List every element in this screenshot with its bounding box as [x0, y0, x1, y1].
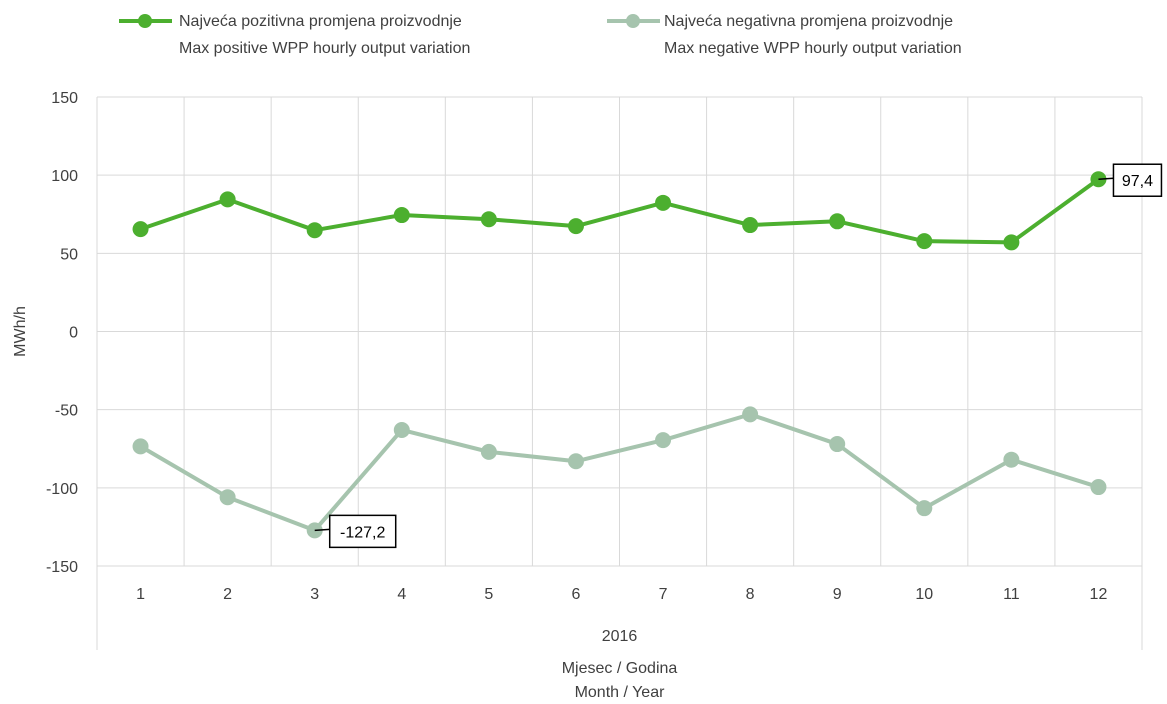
data-point: [655, 194, 672, 211]
x-tick-label: 9: [833, 586, 842, 603]
series-line: [139, 177, 1100, 245]
data-point: [393, 207, 410, 224]
series-line: [139, 412, 1100, 533]
legend-entry-negative: Najveća negativna promjena proizvodnje M…: [607, 13, 962, 57]
x-axis-tick-labels: 1 2 3 4 5 6 7 8 9 10 11 12: [136, 586, 1107, 603]
legend-label-negative-line2: Max negative WPP hourly output variation: [664, 40, 962, 57]
y-axis-title: MWh/h: [12, 306, 29, 357]
data-point: [480, 443, 497, 460]
x-axis-group-label: 2016: [602, 628, 638, 645]
grid: [97, 96, 1142, 567]
callout-box: [328, 514, 397, 549]
data-point: [1003, 451, 1020, 468]
data-point: [829, 213, 846, 230]
data-callout: -127,2: [314, 514, 397, 549]
series-negative: [132, 406, 1107, 539]
data-point: [567, 218, 584, 235]
data-point: [480, 211, 497, 228]
data-callout: 97,4: [1098, 163, 1163, 197]
data-point: [916, 233, 933, 250]
x-tick-label: 4: [397, 586, 406, 603]
legend-label-positive-line1: Najveća pozitivna promjena proizvodnje: [179, 13, 462, 30]
data-callouts: 97,4 -127,2: [314, 163, 1163, 549]
y-axis-tick-labels: 150 100 50 0 -50 -100 -150: [46, 90, 78, 576]
callout-pointer: [314, 528, 330, 532]
data-point: [742, 217, 759, 234]
y-tick-label: 100: [51, 168, 78, 185]
callout-pointer: [1098, 177, 1114, 180]
legend-label-negative-line1: Najveća negativna promjena proizvodnje: [664, 13, 953, 30]
data-point: [655, 432, 672, 449]
x-tick-label: 8: [746, 586, 755, 603]
data-point: [1090, 479, 1107, 496]
y-tick-label: -50: [55, 403, 78, 420]
x-axis-title-line2: Month / Year: [575, 684, 666, 701]
data-point: [1003, 234, 1020, 251]
data-point: [132, 438, 149, 455]
y-tick-label: 50: [60, 246, 78, 263]
x-tick-label: 11: [1003, 586, 1020, 603]
x-tick-label: 6: [572, 586, 581, 603]
y-tick-label: -100: [46, 481, 78, 498]
y-tick-label: -150: [46, 559, 78, 576]
x-tick-label: 10: [915, 586, 933, 603]
x-tick-label: 3: [310, 586, 319, 603]
x-tick-label: 12: [1090, 586, 1108, 603]
legend-label-positive-line2: Max positive WPP hourly output variation: [179, 40, 470, 57]
x-tick-label: 5: [484, 586, 493, 603]
series-layer: [132, 171, 1107, 539]
data-point: [219, 489, 236, 506]
callout-box: [1112, 163, 1163, 197]
x-tick-label: 7: [659, 586, 668, 603]
x-axis-title-line1: Mjesec / Godina: [562, 660, 678, 677]
data-point: [742, 406, 759, 423]
legend-entry-positive: Najveća pozitivna promjena proizvodnje M…: [119, 13, 470, 57]
legend-swatch-marker-negative: [626, 14, 640, 28]
data-label: 97,4: [1122, 173, 1153, 190]
series-positive: [132, 171, 1107, 251]
data-point: [916, 500, 933, 517]
legend: Najveća pozitivna promjena proizvodnje M…: [119, 13, 962, 57]
data-point: [393, 421, 410, 438]
data-point: [132, 221, 149, 238]
data-label: -127,2: [340, 524, 385, 541]
legend-swatch-marker-positive: [138, 14, 152, 28]
data-point: [829, 436, 846, 453]
data-point: [306, 222, 323, 239]
x-tick-label: 1: [136, 586, 145, 603]
data-point: [567, 453, 584, 470]
data-point: [219, 191, 236, 208]
x-tick-label: 2: [223, 586, 232, 603]
y-tick-label: 0: [69, 325, 78, 342]
y-tick-label: 150: [51, 90, 78, 107]
